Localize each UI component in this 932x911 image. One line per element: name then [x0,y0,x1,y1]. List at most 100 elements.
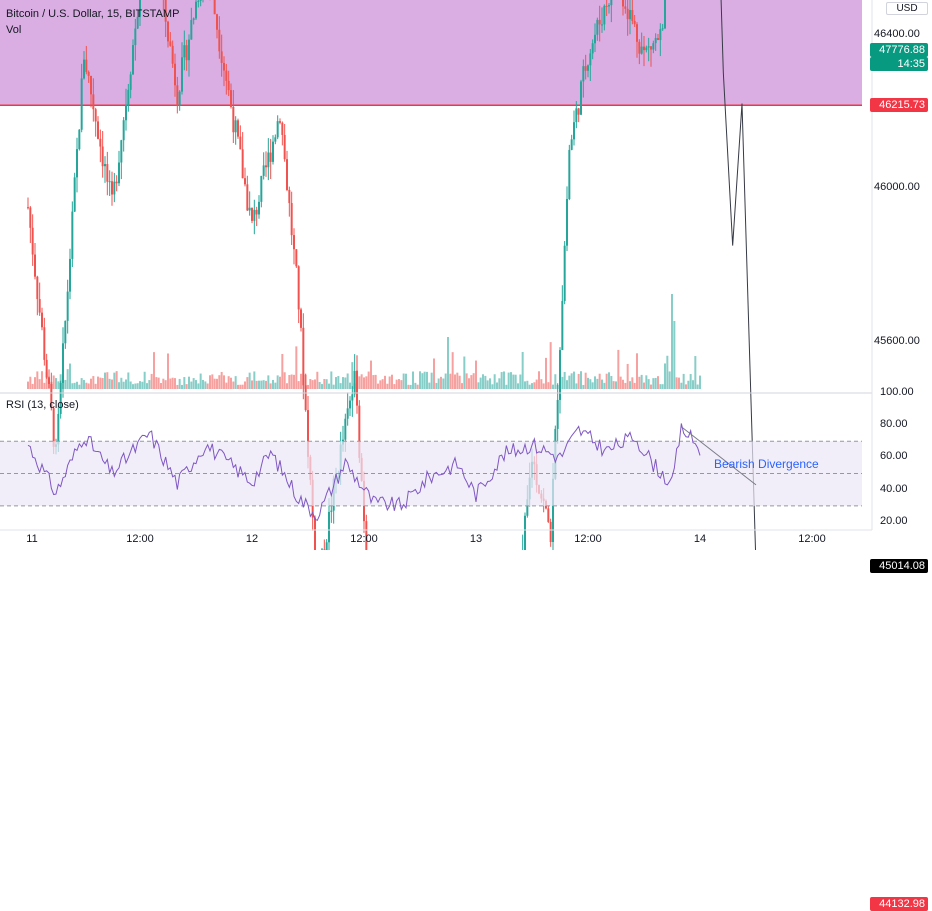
volume-bar [101,378,104,389]
candle-body [293,235,295,250]
volume-bar [671,294,673,389]
volume-bar [512,374,515,389]
volume-bar [192,378,195,389]
volume-bar [421,373,424,389]
candle-body [66,291,69,321]
volume-bar [307,384,309,389]
candle-body [108,181,111,183]
candle-body [258,201,260,215]
volume-bar [407,384,410,389]
projection-line [720,0,757,550]
volume-bar [582,384,585,389]
candle-body [115,181,118,184]
volume-bar [449,373,452,389]
volume-bar [699,375,701,389]
time-tick-label: 12:00 [798,533,826,545]
volume-bar [475,360,477,389]
volume-bar [605,373,608,389]
candle-body [260,175,263,202]
candle-body [601,24,603,26]
volume-bar [479,377,482,389]
volume-bar [664,363,666,389]
candle-body [638,41,641,54]
volume-bar [435,382,438,389]
volume-bar [477,382,480,389]
candle-body [136,16,139,29]
volume-bar [309,378,312,389]
candle-body [255,209,258,215]
volume-bar [99,377,102,389]
candle-body [244,178,246,185]
candle-body [356,370,358,406]
candle-body [302,327,305,386]
candle-body [566,198,568,246]
candle-body [526,499,529,516]
volume-bar [521,351,524,389]
candle-body [101,146,104,167]
volume-bar [675,377,678,389]
candle-body [71,211,74,259]
candle-body [605,5,608,7]
volume-bar [629,381,631,389]
volume-bar [524,381,526,389]
volume-bar [402,373,405,389]
volume-bar [631,377,634,389]
volume-bar [146,383,148,389]
candle-body [580,81,582,115]
volume-bar [594,376,596,389]
volume-bar [573,371,575,389]
volume-bar [132,384,134,389]
candle-body [640,46,643,54]
volume-bar [167,353,169,389]
volume-bar [106,372,109,389]
volume-bar [253,371,256,389]
candle-body [645,47,648,51]
candle-body [647,46,650,48]
candle-body [139,0,141,17]
volume-bar [274,382,277,389]
volume-bar [335,377,337,389]
volume-bar [358,376,361,389]
candle-body [596,19,599,35]
volume-bar [507,372,510,389]
volume-bar [377,383,379,389]
candle-body [589,53,592,66]
volume-bar [295,346,298,389]
volume-bar [136,383,139,389]
volume-bar [365,376,368,389]
volume-bar [528,384,531,389]
candle-body [90,75,92,95]
candle-body [288,189,291,204]
chart-canvas[interactable] [0,0,932,550]
candle-body [232,106,235,133]
volume-bar [323,378,326,389]
candle-body [164,0,167,22]
volume-bar [150,373,153,389]
candle-body [636,24,638,42]
volume-bar [393,384,396,389]
volume-bar [204,381,207,389]
candle-body [246,184,249,211]
volume-bar [230,377,232,389]
candle-body [624,6,627,9]
volume-bar [332,384,335,389]
candle-body [559,350,561,400]
volume-bar [696,384,699,389]
price-tag: 47776.88 [870,43,928,57]
volume-bar [267,375,270,389]
volume-bar [199,373,202,389]
candle-body [125,104,127,121]
volume-bar [374,374,377,389]
volume-bar [330,371,333,389]
candle-body [279,121,281,123]
candle-body [652,43,655,50]
candle-body [253,209,256,221]
volume-bar [134,383,137,389]
volume-bar [603,382,606,389]
candle-body [76,149,78,178]
volume-bar [626,363,629,389]
currency-box[interactable]: USD [886,2,928,15]
volume-bar [444,373,447,389]
candle-body [353,370,356,395]
price-tag: 44132.98 [870,897,928,911]
